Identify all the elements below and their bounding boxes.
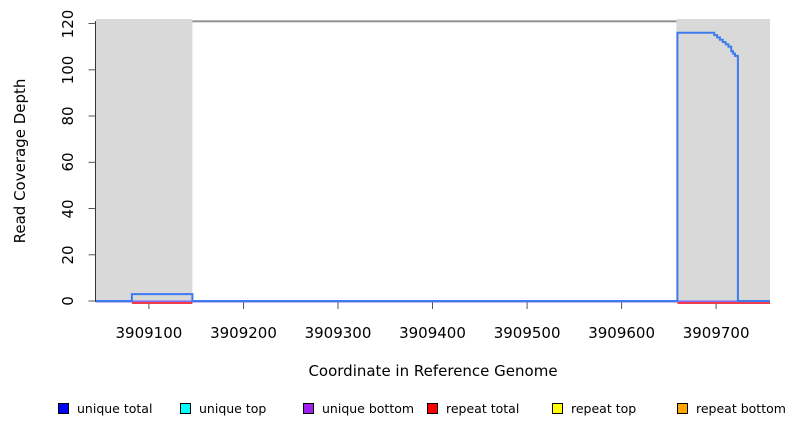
y-axis-label: Read Coverage Depth (11, 78, 29, 244)
x-tick-label: 3909700 (682, 324, 750, 342)
legend-item-repeat-bottom: repeat bottom (677, 400, 786, 417)
legend-item-unique-total: unique total (58, 400, 152, 417)
legend-item-repeat-top: repeat top (552, 400, 636, 417)
repeat-total-swatch-icon (427, 403, 438, 414)
legend-item-repeat-total: repeat total (427, 400, 519, 417)
unique-total-swatch-icon (58, 403, 69, 414)
x-tick-label: 3909100 (115, 324, 183, 342)
x-tick-label: 3909200 (210, 324, 277, 342)
x-tick-label: 3909300 (304, 324, 372, 342)
unique-bottom-swatch-icon (303, 403, 314, 414)
x-axis-label: Coordinate in Reference Genome (308, 362, 558, 380)
series-line-unique-total (96, 31, 770, 302)
repeat-bottom-swatch-icon (677, 403, 688, 414)
y-tick-label: 60 (59, 152, 77, 172)
legend-label: unique bottom (322, 401, 415, 416)
legend-label: repeat total (446, 401, 520, 416)
y-tick-label: 40 (59, 198, 77, 219)
y-tick-label: 20 (59, 245, 77, 265)
legend-item-unique-bottom: unique bottom (303, 400, 414, 417)
legend-item-unique-top: unique top (180, 400, 266, 417)
legend-label: repeat top (571, 401, 637, 416)
legend-label: repeat bottom (696, 401, 786, 416)
legend-label: unique total (77, 401, 153, 416)
repeat-region (676, 19, 770, 302)
repeat-region (96, 19, 193, 302)
x-tick-label: 3909600 (588, 324, 655, 342)
legend-label: unique top (199, 401, 267, 416)
y-tick-label: 0 (59, 296, 77, 306)
y-tick-label: 100 (59, 55, 77, 85)
x-tick-label: 3909500 (493, 324, 561, 342)
y-tick-label: 80 (59, 106, 77, 126)
y-tick-label: 120 (59, 9, 77, 38)
unique-top-swatch-icon (180, 403, 191, 414)
repeat-top-swatch-icon (552, 403, 563, 414)
x-tick-label: 3909400 (399, 324, 466, 342)
